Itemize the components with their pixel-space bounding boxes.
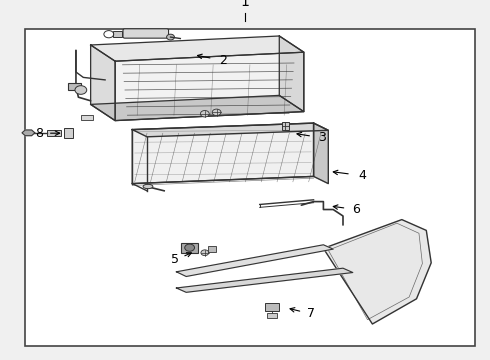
Text: 5: 5 <box>172 253 179 266</box>
Polygon shape <box>176 268 353 292</box>
Polygon shape <box>91 36 304 61</box>
Bar <box>68 83 81 90</box>
Text: 6: 6 <box>352 203 360 216</box>
Polygon shape <box>279 36 304 112</box>
Polygon shape <box>314 123 328 184</box>
Bar <box>181 243 198 253</box>
Text: 1: 1 <box>241 0 249 9</box>
Text: 3: 3 <box>318 131 326 144</box>
Bar <box>24 29 475 346</box>
Polygon shape <box>91 45 115 121</box>
Polygon shape <box>323 220 431 324</box>
Bar <box>113 31 122 37</box>
Bar <box>265 303 279 311</box>
Circle shape <box>75 86 87 94</box>
Text: 7: 7 <box>307 307 315 320</box>
Text: 4: 4 <box>359 169 367 182</box>
Bar <box>267 313 277 318</box>
Bar <box>47 130 61 136</box>
Polygon shape <box>22 130 35 136</box>
Text: 2: 2 <box>219 54 227 67</box>
Polygon shape <box>132 123 328 137</box>
Ellipse shape <box>143 184 153 189</box>
Polygon shape <box>176 245 333 276</box>
FancyBboxPatch shape <box>123 29 169 38</box>
Polygon shape <box>132 123 314 184</box>
Circle shape <box>201 250 209 256</box>
Bar <box>64 128 73 138</box>
Circle shape <box>167 34 174 40</box>
Circle shape <box>212 109 221 116</box>
Polygon shape <box>91 95 304 121</box>
Bar <box>81 115 93 120</box>
Circle shape <box>200 111 209 117</box>
Polygon shape <box>115 52 304 121</box>
Circle shape <box>185 244 195 251</box>
Bar <box>282 122 289 130</box>
Bar <box>208 246 216 252</box>
Text: 8: 8 <box>35 127 43 140</box>
